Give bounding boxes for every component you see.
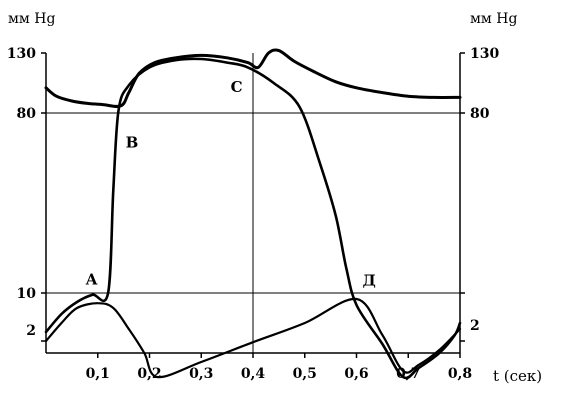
- y-tick-label-right: 2: [470, 318, 480, 334]
- x-tick-label: 0,4: [241, 366, 266, 382]
- x-tick-label: 0,6: [344, 366, 368, 382]
- right-unit-label: мм Hg: [470, 11, 517, 27]
- series-layer: [44, 48, 462, 380]
- point-label: A: [85, 270, 98, 288]
- y-tick-label-left: 80: [17, 106, 37, 122]
- x-tick-label: 0,1: [86, 366, 110, 382]
- x-tick-label: 0,2: [137, 366, 161, 382]
- x-tick-label: 0,8: [448, 366, 472, 382]
- y-tick-label-left: 130: [7, 46, 36, 62]
- series-line-ventricle: [44, 57, 462, 380]
- y-tick-label-left: 2: [26, 323, 36, 339]
- point-label: Д: [363, 271, 376, 289]
- point-label: B: [126, 134, 139, 152]
- left-unit-label: мм Hg: [8, 11, 55, 27]
- point-labels: A B C Д: [85, 78, 376, 289]
- x-tick-label: 0,3: [189, 366, 213, 382]
- series-line-aorta: [44, 48, 462, 109]
- y-tick-label-left: 10: [17, 286, 37, 302]
- series-line-atrium: [44, 297, 462, 379]
- y-tick-label-right: 80: [470, 106, 490, 122]
- reference-lines: [46, 53, 460, 353]
- x-tick-label: 0,7: [396, 366, 420, 382]
- tick-labels: 0,1 0,2 0,3 0,4 0,5 0,6 0,7 0,8 2 2 10 80 80 130 130: [7, 46, 500, 382]
- point-label: C: [231, 78, 243, 96]
- x-tick-label: 0,5: [293, 366, 317, 382]
- x-axis-label: t (сек): [493, 367, 542, 385]
- axes: [41, 52, 465, 358]
- y-tick-label-right: 130: [470, 46, 499, 62]
